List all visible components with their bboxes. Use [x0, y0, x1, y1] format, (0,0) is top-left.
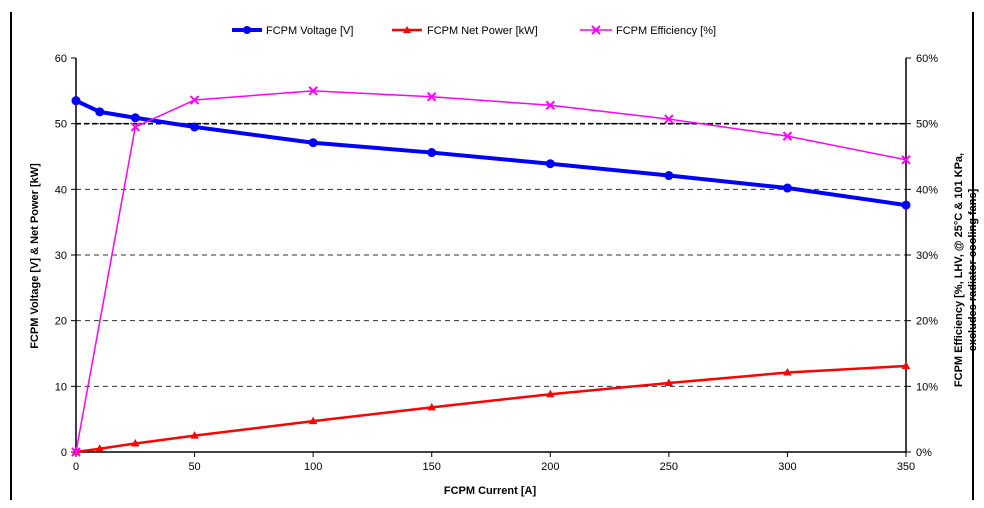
x-tick-label: 200	[541, 461, 559, 473]
y-right-tick-label: 0%	[916, 447, 932, 459]
x-axis-title: FCPM Current [A]	[444, 485, 537, 497]
axes: 0 10 20 30 40 50 60 0% 10% 20% 30% 40% 50% 60% 0 50 100 1…	[55, 53, 938, 473]
x-tick-label: 50	[188, 461, 200, 473]
data-point-fcpm-efficiency	[130, 122, 140, 132]
series-line-fcpm-net-power-kw	[75, 364, 907, 454]
grid	[76, 122, 906, 387]
y-left-axis-title: FCPM Voltage [V] & Net Power [kW]	[29, 163, 41, 349]
legend: FCPM Voltage [V] FCPM Net Power [kW] FCP…	[232, 25, 716, 37]
y-left-tick-label: 0	[61, 447, 67, 459]
y-left-tick-label: 20	[55, 316, 67, 328]
legend-label-net-power: FCPM Net Power [kW]	[427, 25, 538, 37]
data-point-fcpm-net-power-kw	[95, 444, 104, 452]
data-point-fcpm-efficiency	[308, 86, 318, 96]
x-tick-label: 150	[423, 461, 441, 473]
legend-label-voltage: FCPM Voltage [V]	[266, 25, 353, 37]
data-point-fcpm-voltage-v	[901, 200, 911, 210]
y-right-tick-label: 20%	[916, 316, 938, 328]
legend-label-efficiency: FCPM Efficiency [%]	[616, 25, 716, 37]
x-tick-label: 100	[304, 461, 322, 473]
series-layer	[71, 86, 911, 457]
y-right-axis-title-line2: excludes radiator cooling fans]	[967, 188, 979, 351]
data-point-fcpm-efficiency	[782, 131, 793, 141]
data-point-fcpm-net-power-kw	[546, 389, 555, 398]
data-point-fcpm-voltage-v	[130, 113, 140, 123]
data-point-fcpm-voltage-v	[427, 148, 437, 158]
data-point-fcpm-efficiency	[664, 114, 674, 124]
y-right-tick-label: 60%	[916, 53, 938, 65]
data-point-fcpm-net-power-kw	[427, 402, 436, 411]
data-point-fcpm-efficiency	[901, 155, 911, 165]
legend-item-efficiency: FCPM Efficiency [%]	[580, 25, 716, 37]
y-right-tick-label: 10%	[916, 381, 938, 393]
data-point-fcpm-voltage-v	[190, 122, 200, 132]
chart-frame	[10, 12, 974, 500]
data-point-fcpm-efficiency	[189, 95, 200, 105]
y-right-tick-label: 50%	[916, 119, 938, 131]
y-left-tick-label: 40	[55, 184, 67, 196]
data-point-fcpm-net-power-kw	[131, 438, 140, 447]
data-point-fcpm-voltage-v	[95, 107, 105, 117]
series-line-fcpm-efficiency	[75, 90, 907, 453]
data-point-fcpm-net-power-kw	[664, 378, 674, 387]
y-left-tick-label: 10	[55, 381, 67, 393]
y-right-tick-label: 30%	[916, 250, 938, 262]
data-point-fcpm-net-power-kw	[308, 416, 318, 425]
data-point-fcpm-voltage-v	[782, 183, 792, 193]
x-tick-label: 0	[73, 461, 79, 473]
y-left-tick-label: 50	[55, 119, 67, 131]
legend-item-net-power: FCPM Net Power [kW]	[392, 25, 538, 37]
y-left-tick-label: 30	[55, 250, 67, 262]
series-line-fcpm-voltage-v	[75, 98, 907, 208]
legend-item-voltage: FCPM Voltage [V]	[232, 25, 353, 37]
data-point-fcpm-voltage-v	[545, 159, 555, 169]
data-point-fcpm-efficiency	[545, 100, 555, 110]
x-tick-label: 350	[897, 461, 915, 473]
y-left-tick-label: 60	[55, 53, 67, 65]
data-point-fcpm-net-power-kw	[783, 368, 792, 376]
data-point-fcpm-efficiency	[71, 447, 81, 457]
x-tick-label: 250	[660, 461, 678, 473]
y-right-tick-label: 40%	[916, 184, 938, 196]
data-point-fcpm-net-power-kw	[190, 431, 199, 439]
data-point-fcpm-voltage-v	[71, 96, 81, 106]
data-point-fcpm-net-power-kw	[901, 361, 911, 369]
x-tick-label: 300	[778, 461, 796, 473]
y-right-axis-title-line1: FCPM Efficiency [%, LHV, @ 25°C & 101 KP…	[953, 153, 965, 387]
data-point-fcpm-voltage-v	[308, 138, 318, 148]
data-point-fcpm-voltage-v	[664, 171, 674, 181]
data-point-fcpm-efficiency	[427, 92, 437, 102]
